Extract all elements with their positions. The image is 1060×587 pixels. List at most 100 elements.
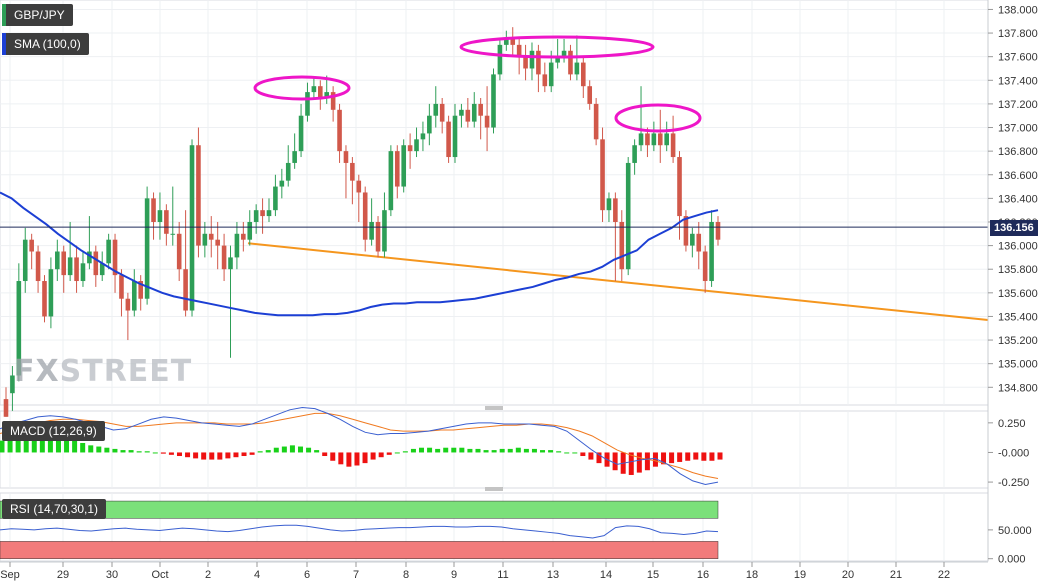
symbol-label: GBP/JPY <box>14 8 65 22</box>
macd-legend[interactable]: MACD (12,26,9) <box>2 421 105 441</box>
x-tick-label: 21 <box>890 569 902 581</box>
macd-histogram-bar <box>531 448 537 453</box>
y-tick-label: 135.200 <box>998 335 1038 347</box>
x-tick-label: 7 <box>353 569 359 581</box>
macd-histogram-bar <box>677 452 683 462</box>
sma-legend[interactable]: SMA (100,0) <box>2 33 89 55</box>
macd-histogram-bar <box>394 452 400 454</box>
x-tick-label: Oct <box>151 569 168 581</box>
candle-down <box>337 109 342 152</box>
macd-histogram-bar <box>297 446 303 453</box>
macd-histogram-bar <box>419 447 425 453</box>
candle-up <box>561 50 567 57</box>
candle-up <box>55 251 60 270</box>
candle-up <box>311 86 317 93</box>
macd-histogram-bar <box>556 451 562 453</box>
candle-down <box>619 221 625 270</box>
macd-histogram-bar <box>451 447 457 453</box>
resistance-circles <box>253 35 702 133</box>
macd-histogram-bar <box>281 446 287 453</box>
candle-up <box>48 269 54 317</box>
macd-histogram-bar <box>410 448 416 453</box>
y-tick-label: 137.600 <box>998 52 1038 64</box>
macd-histogram-bar <box>564 452 570 454</box>
candle-up <box>632 145 637 163</box>
rsi-oversold-zone <box>0 541 719 559</box>
candle-up <box>709 221 714 282</box>
highlight-circle <box>459 35 655 59</box>
macd-histogram-bar <box>378 452 384 458</box>
candle-down <box>112 239 118 276</box>
x-tick-label: 16 <box>697 569 709 581</box>
macd-histogram-bar <box>225 452 231 459</box>
macd-histogram-bar <box>580 452 586 457</box>
macd-histogram-bar <box>176 452 182 457</box>
last-price-value: 136.156 <box>994 222 1034 234</box>
candle-up <box>67 257 73 276</box>
candle-down <box>446 121 451 158</box>
macd-histogram-bar <box>669 452 675 464</box>
candle-down <box>29 239 34 252</box>
symbol-swatch <box>2 4 6 26</box>
macd-histogram-bar <box>0 440 5 453</box>
candle-up <box>144 198 150 299</box>
candle-up <box>638 133 644 146</box>
rsi-legend[interactable]: RSI (14,70,30,1) <box>2 499 107 519</box>
macd-histogram-bar <box>636 452 642 473</box>
candle-up <box>228 257 233 270</box>
candle-up <box>292 151 297 163</box>
candle-up <box>202 233 208 246</box>
candle-down <box>407 145 413 152</box>
macd-histogram-bar <box>693 452 699 460</box>
x-tick-label: Sep <box>0 569 20 581</box>
candle-up <box>452 115 458 158</box>
macd-histogram-bar <box>314 450 320 453</box>
macd-histogram-bar <box>717 452 723 460</box>
candle-down <box>375 221 381 252</box>
symbol-legend[interactable]: GBP/JPY <box>2 4 73 26</box>
macd-histogram-bar <box>64 438 70 453</box>
macd-histogram-bar <box>80 442 86 453</box>
candle-up <box>459 109 464 116</box>
candle-down <box>568 50 573 75</box>
macd-histogram-bar <box>612 452 618 471</box>
macd-histogram-bar <box>249 452 255 455</box>
candle-up <box>471 103 477 122</box>
macd-histogram-bar <box>346 452 352 467</box>
panel-resize-handle[interactable] <box>485 487 503 491</box>
macd-histogram-bar <box>402 451 408 453</box>
watermark-logo: FXSTREET <box>14 354 193 389</box>
rsi-plot <box>0 524 719 539</box>
panel-resize-handle[interactable] <box>485 406 503 410</box>
rsi-zones <box>0 500 719 559</box>
macd-histogram-bar <box>201 452 207 460</box>
macd-histogram-bar <box>112 448 118 453</box>
macd-histogram-bar <box>265 450 271 453</box>
y-tick-label: 137.400 <box>998 75 1038 87</box>
candle-up <box>664 133 669 146</box>
candle-down <box>176 233 182 270</box>
price-panel <box>0 0 989 406</box>
candle-up <box>414 139 419 152</box>
candle-down <box>465 109 471 122</box>
macd-histogram-bar <box>709 452 715 461</box>
candle-down <box>702 251 708 282</box>
candle-up <box>80 263 86 282</box>
macd-histogram-bar <box>644 452 650 471</box>
x-tick-label: 2 <box>205 569 211 581</box>
candle-up <box>529 50 535 69</box>
y-tick-label: 136.000 <box>998 241 1038 253</box>
macd-histogram-bar <box>144 451 150 453</box>
y-tick-label: 138.000 <box>998 4 1038 16</box>
sma-swatch <box>2 33 6 55</box>
candle-up <box>427 115 432 134</box>
candle-down <box>183 269 188 311</box>
candle-up <box>189 145 195 311</box>
candle-up <box>279 180 285 187</box>
macd-histogram-bar <box>160 452 166 454</box>
candles <box>3 27 721 417</box>
macd-histogram-bar <box>257 451 263 453</box>
candle-down <box>580 62 586 87</box>
macd-histogram-bar <box>209 452 215 460</box>
